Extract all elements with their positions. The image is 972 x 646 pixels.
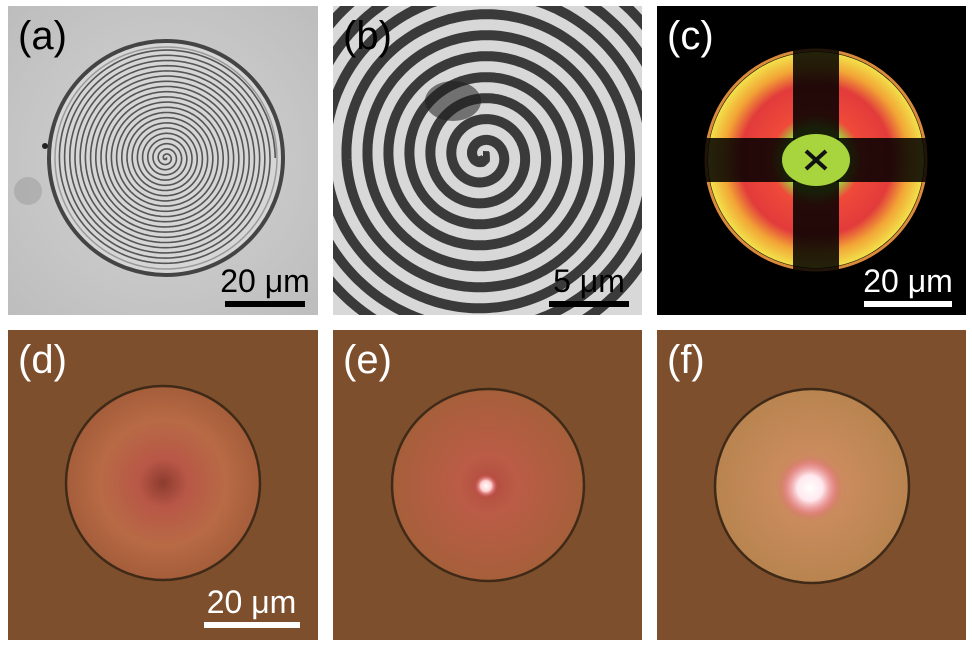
scale-bar: 5 μm (544, 265, 634, 307)
scale-bar-line (864, 301, 952, 307)
droplet-spiral-image-a (8, 6, 318, 315)
panel-f: (f) (657, 330, 966, 640)
scale-bar-line (203, 622, 300, 628)
panel-b: (b) 5 μm (333, 6, 642, 315)
panel-label: (f) (667, 338, 705, 382)
panel-c: (c) 20 μm (657, 6, 966, 315)
polarized-texture-image-c (657, 6, 966, 315)
scale-bar-label: 20 μm (220, 263, 310, 299)
scale-bar: 20 μm (220, 265, 310, 307)
scale-bar-label: 20 μm (206, 584, 297, 620)
panel-label: (a) (18, 14, 67, 58)
scale-bar: 20 μm (858, 265, 958, 307)
scale-bar-line (549, 301, 629, 307)
panel-e: (e) (333, 330, 642, 640)
panel-a: (a) 20 μm (8, 6, 318, 315)
panel-label: (c) (667, 14, 714, 58)
laser-droplet-image-d (8, 330, 318, 640)
panel-label: (e) (343, 338, 392, 382)
laser-droplet-image-e (333, 330, 642, 640)
laser-droplet-image-f (657, 330, 966, 640)
panel-label: (b) (343, 14, 392, 58)
scale-bar-line (225, 301, 305, 307)
scale-bar-label: 20 μm (863, 263, 953, 299)
panel-label: (d) (18, 338, 67, 382)
scale-bar: 20 μm (199, 586, 304, 628)
scale-bar-label: 5 μm (553, 263, 625, 299)
spiral-closeup-image-b (333, 6, 642, 315)
panel-d: (d) 20 μm (8, 330, 318, 640)
